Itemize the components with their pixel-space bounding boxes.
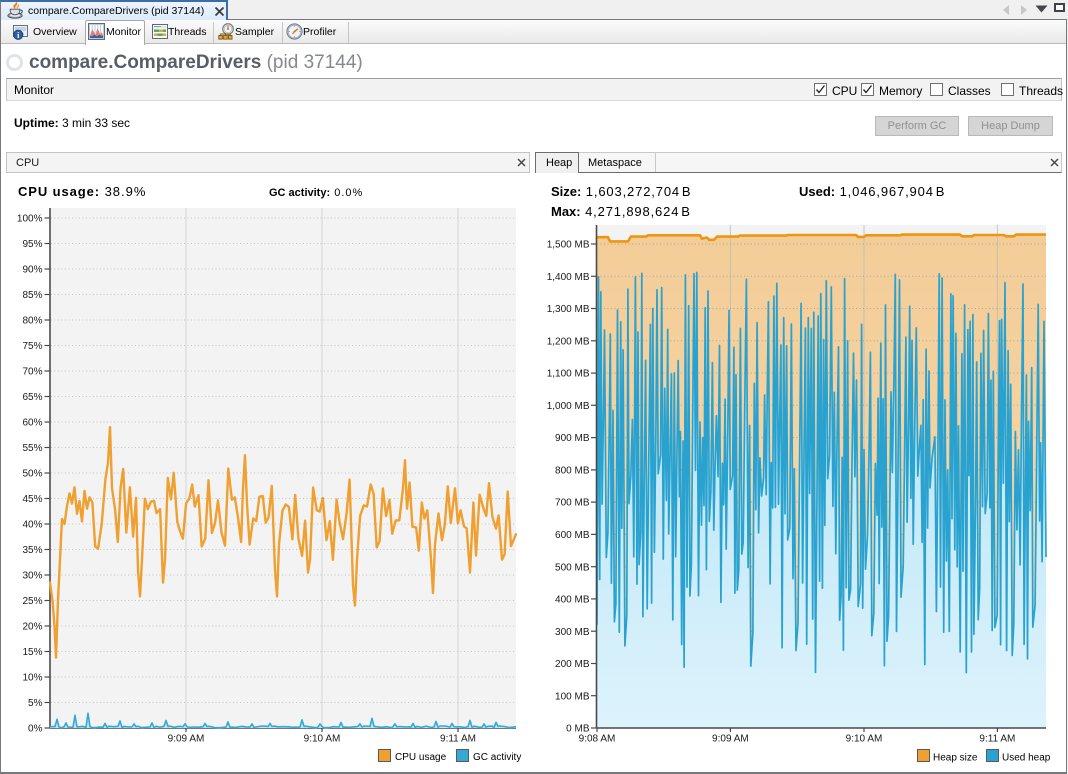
svg-text:0 MB: 0 MB [566,724,590,735]
svg-text:300 MB: 300 MB [555,627,590,638]
svg-text:GC activity: GC activity [473,752,521,763]
svg-text:500 MB: 500 MB [555,562,590,573]
svg-text:1,200 MB: 1,200 MB [547,336,590,347]
svg-text:9:08 AM: 9:08 AM [579,733,616,744]
svg-text:CPU usage: CPU usage [395,752,447,763]
svg-text:10%: 10% [22,673,42,684]
svg-text:1,300 MB: 1,300 MB [547,304,590,315]
svg-text:15%: 15% [22,647,42,658]
svg-text:85%: 85% [22,290,42,301]
svg-text:900 MB: 900 MB [555,433,590,444]
svg-text:i: i [17,31,20,40]
svg-text:9:09 AM: 9:09 AM [168,733,205,744]
svg-text:Heap size: Heap size [933,752,978,763]
svg-text:65%: 65% [22,392,42,403]
svg-text:200 MB: 200 MB [555,659,590,670]
svg-text:100 MB: 100 MB [555,691,590,702]
svg-text:400 MB: 400 MB [555,595,590,606]
svg-text:600 MB: 600 MB [555,530,590,541]
svg-text:9:11 AM: 9:11 AM [440,733,476,744]
svg-text:70%: 70% [22,367,42,378]
svg-text:95%: 95% [22,239,42,250]
svg-text:20%: 20% [22,622,42,633]
svg-text:9:10 AM: 9:10 AM [304,733,341,744]
svg-text:90%: 90% [22,265,42,276]
svg-text:800 MB: 800 MB [555,466,590,477]
svg-text:40%: 40% [22,520,42,531]
svg-text:0%: 0% [28,724,43,735]
svg-text:35%: 35% [22,545,42,556]
svg-text:1,000 MB: 1,000 MB [547,401,590,412]
svg-text:50%: 50% [22,469,42,480]
svg-text:55%: 55% [22,443,42,454]
svg-text:1,100 MB: 1,100 MB [547,369,590,380]
svg-text:700 MB: 700 MB [555,498,590,509]
svg-text:80%: 80% [22,316,42,327]
svg-text:25%: 25% [22,596,42,607]
svg-text:75%: 75% [22,341,42,352]
svg-text:9:10 AM: 9:10 AM [846,733,883,744]
svg-text:1,400 MB: 1,400 MB [547,272,590,283]
svg-text:5%: 5% [28,698,43,709]
svg-text:30%: 30% [22,571,42,582]
svg-text:9:11 AM: 9:11 AM [979,733,1015,744]
svg-text:Used heap: Used heap [1002,752,1051,763]
svg-text:100%: 100% [17,214,43,225]
svg-text:45%: 45% [22,494,42,505]
svg-text:9:09 AM: 9:09 AM [712,733,749,744]
svg-text:1,500 MB: 1,500 MB [547,240,590,251]
svg-text:60%: 60% [22,418,42,429]
